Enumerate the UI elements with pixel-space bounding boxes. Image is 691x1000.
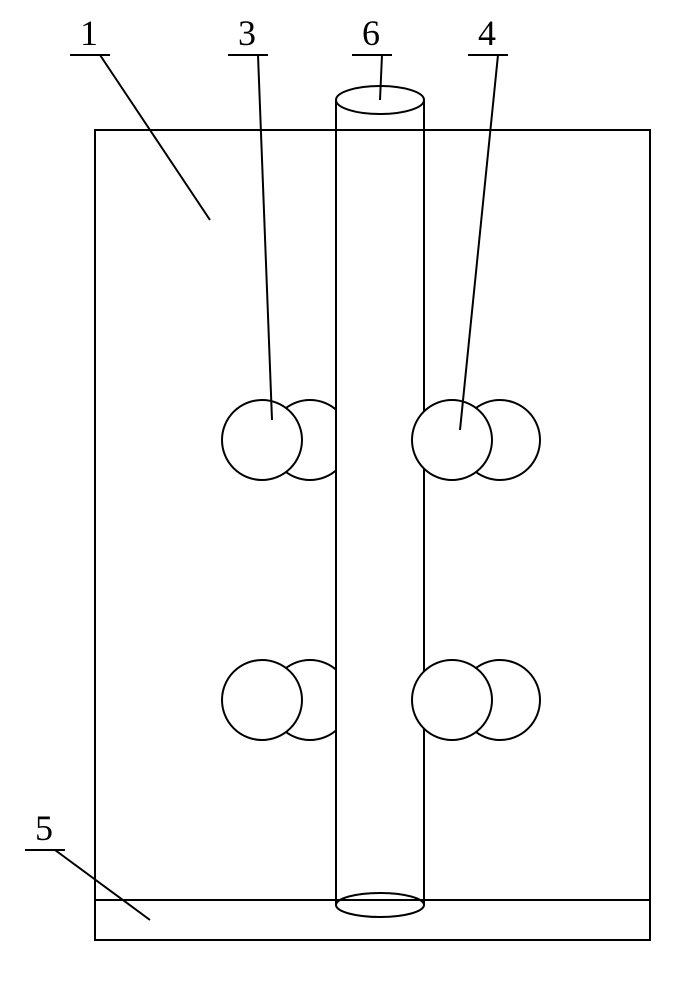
hole-front <box>412 660 492 740</box>
label-text-4: 4 <box>478 13 496 53</box>
hole-front <box>412 400 492 480</box>
label-text-1: 1 <box>80 13 98 53</box>
label-text-6: 6 <box>362 13 380 53</box>
shaft <box>336 86 424 917</box>
hole-front <box>222 400 302 480</box>
hole-front <box>222 660 302 740</box>
label-text-3: 3 <box>238 13 256 53</box>
label-text-5: 5 <box>35 808 53 848</box>
